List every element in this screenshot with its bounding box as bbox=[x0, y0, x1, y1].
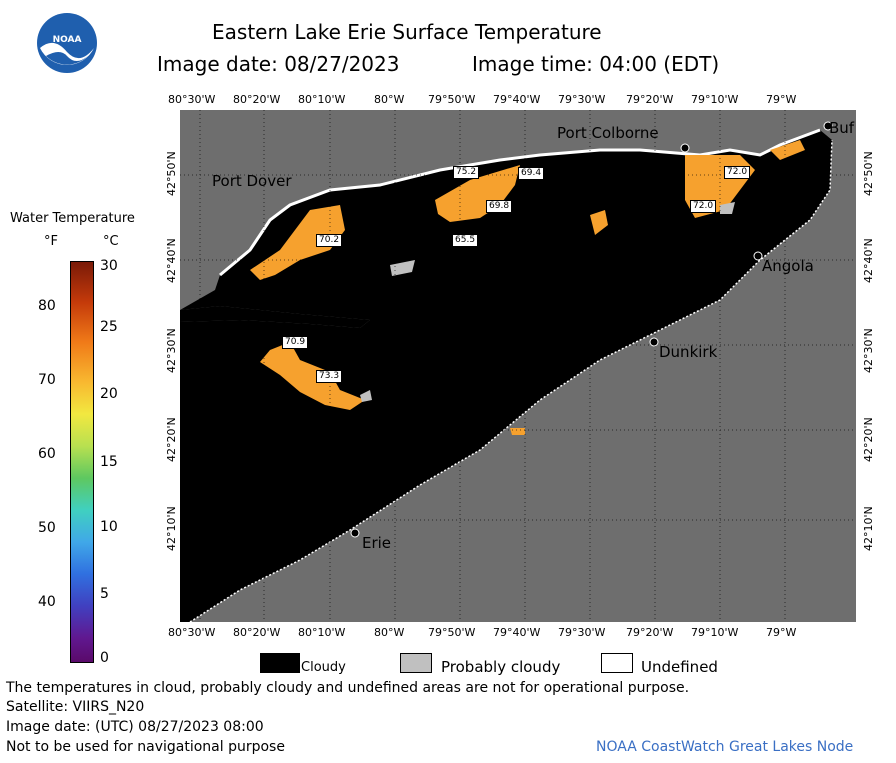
logo-text: NOAA bbox=[53, 35, 82, 45]
place-angola: Angola bbox=[762, 257, 814, 275]
f-tick-70: 70 bbox=[38, 372, 56, 388]
lat-label-right: 42°50'N bbox=[862, 151, 875, 196]
utc-date: Image date: (UTC) 08/27/2023 08:00 bbox=[6, 719, 264, 735]
image-date: Image date: 08/27/2023 bbox=[157, 52, 400, 76]
lon-label-bottom: 79°20'W bbox=[626, 626, 674, 639]
lon-label-bottom: 80°20'W bbox=[233, 626, 281, 639]
f-tick-60: 60 bbox=[38, 446, 56, 462]
place-dunkirk: Dunkirk bbox=[659, 343, 718, 361]
temp-label: 75.2 bbox=[453, 166, 480, 179]
lon-label-top: 79°W bbox=[766, 93, 797, 106]
map-area bbox=[180, 110, 856, 622]
f-tick-80: 80 bbox=[38, 298, 56, 314]
temp-label: 73.3 bbox=[316, 370, 343, 383]
long-point bbox=[180, 306, 370, 328]
c-tick-20: 20 bbox=[100, 386, 118, 402]
legend-swatch-cloudy bbox=[260, 653, 300, 673]
credit: NOAA CoastWatch Great Lakes Node bbox=[596, 739, 854, 755]
lake-cloud-cover bbox=[180, 130, 832, 622]
lat-label-left: 42°10'N bbox=[165, 506, 178, 551]
place-port-colborne: Port Colborne bbox=[557, 124, 659, 142]
city-markers bbox=[350, 121, 833, 538]
place-buffalo: Buf bbox=[829, 119, 855, 137]
lon-label-bottom: 79°10'W bbox=[691, 626, 739, 639]
colorbar bbox=[70, 261, 94, 663]
graticule bbox=[180, 110, 856, 622]
legend-swatch-undefined bbox=[601, 653, 633, 673]
colorbar-unit-f: °F bbox=[44, 234, 58, 249]
shoreline-south bbox=[189, 139, 833, 622]
lon-label-bottom: 79°W bbox=[766, 626, 797, 639]
legend-label-cloudy: Cloudy bbox=[301, 660, 346, 675]
lon-label-bottom: 80°10'W bbox=[298, 626, 346, 639]
c-tick-5: 5 bbox=[100, 586, 109, 602]
lat-label-right: 42°10'N bbox=[862, 506, 875, 551]
lon-label-top: 79°50'W bbox=[428, 93, 476, 106]
temp-label: 70.2 bbox=[316, 234, 343, 247]
lat-label-right: 42°40'N bbox=[862, 238, 875, 283]
lat-label-left: 42°20'N bbox=[165, 417, 178, 462]
c-tick-0: 0 bbox=[100, 650, 109, 666]
lat-label-left: 42°30'N bbox=[165, 328, 178, 373]
legend-label-probably-cloudy: Probably cloudy bbox=[441, 658, 561, 676]
lon-label-top: 79°10'W bbox=[691, 93, 739, 106]
noaa-logo: NOAA bbox=[36, 12, 98, 74]
lat-label-right: 42°20'N bbox=[862, 417, 875, 462]
temp-label: 69.8 bbox=[486, 200, 513, 213]
f-tick-40: 40 bbox=[38, 594, 56, 610]
legend-label-undefined: Undefined bbox=[641, 658, 718, 676]
temp-label: 65.5 bbox=[452, 234, 479, 247]
lon-label-bottom: 79°40'W bbox=[493, 626, 541, 639]
colorbar-unit-c: °C bbox=[103, 234, 119, 249]
lon-label-top: 80°W bbox=[374, 93, 405, 106]
lon-label-top: 80°10'W bbox=[298, 93, 346, 106]
lon-label-top: 79°30'W bbox=[558, 93, 606, 106]
c-tick-15: 15 bbox=[100, 454, 118, 470]
lon-label-top: 80°20'W bbox=[233, 93, 281, 106]
lat-label-left: 42°40'N bbox=[165, 238, 178, 283]
lat-label-left: 42°50'N bbox=[165, 151, 178, 196]
lon-label-top: 79°40'W bbox=[493, 93, 541, 106]
map-title: Eastern Lake Erie Surface Temperature bbox=[212, 20, 602, 44]
image-time: Image time: 04:00 (EDT) bbox=[472, 52, 720, 76]
legend-swatch-probably-cloudy bbox=[400, 653, 432, 673]
lon-label-top: 79°20'W bbox=[626, 93, 674, 106]
satellite: Satellite: VIIRS_N20 bbox=[6, 699, 145, 715]
lon-label-bottom: 79°30'W bbox=[558, 626, 606, 639]
place-erie: Erie bbox=[362, 534, 392, 552]
temp-label: 72.0 bbox=[690, 200, 717, 213]
f-tick-50: 50 bbox=[38, 520, 56, 536]
place-port-dover: Port Dover bbox=[212, 172, 292, 190]
probably-cloudy-patches bbox=[360, 202, 735, 402]
lat-label-right: 42°30'N bbox=[862, 328, 875, 373]
disclaimer: The temperatures in cloud, probably clou… bbox=[6, 680, 690, 696]
temp-label: 72.0 bbox=[724, 166, 751, 179]
temp-label: 70.9 bbox=[282, 336, 309, 349]
colorbar-title: Water Temperature bbox=[10, 211, 135, 226]
c-tick-10: 10 bbox=[100, 519, 118, 535]
c-tick-30: 30 bbox=[100, 258, 118, 274]
shoreline-north bbox=[219, 128, 821, 277]
temp-label: 69.4 bbox=[518, 167, 545, 180]
lon-label-bottom: 79°50'W bbox=[428, 626, 476, 639]
lon-label-bottom: 80°W bbox=[374, 626, 405, 639]
c-tick-25: 25 bbox=[100, 319, 118, 335]
lon-label-top: 80°30'W bbox=[168, 93, 216, 106]
lon-label-bottom: 80°30'W bbox=[168, 626, 216, 639]
nav-warning: Not to be used for navigational purpose bbox=[6, 739, 285, 755]
